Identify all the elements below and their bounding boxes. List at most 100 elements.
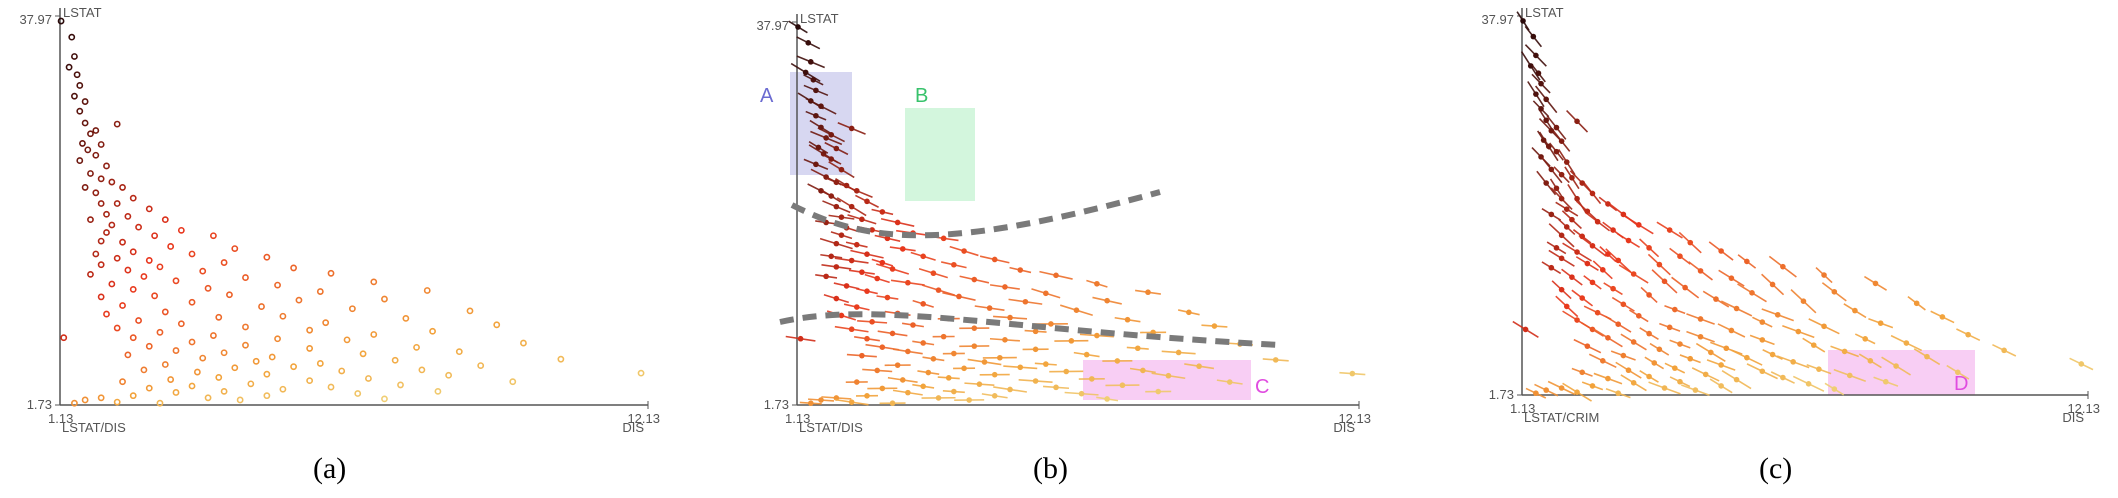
data-point (1094, 332, 1100, 339)
data-point (1605, 375, 1611, 382)
data-point (1569, 216, 1575, 223)
data-point (1063, 368, 1070, 375)
data-point (1656, 261, 1663, 268)
data-point (925, 369, 932, 376)
data-point (1780, 263, 1786, 270)
data-point (920, 301, 926, 307)
data-point (81, 184, 89, 191)
data-point (327, 269, 335, 277)
x-axis-title-right: DIS (2062, 410, 2084, 425)
data-point (1548, 127, 1555, 134)
data-point (348, 305, 356, 313)
data-point (828, 131, 835, 138)
data-point (76, 107, 84, 115)
data-point (129, 285, 137, 293)
data-point (1723, 345, 1730, 352)
data-point (306, 345, 314, 352)
data-point (97, 293, 105, 301)
data-point (290, 264, 297, 272)
data-point (1548, 166, 1555, 173)
data-point (1661, 385, 1668, 391)
data-point (247, 380, 255, 388)
data-point (920, 253, 926, 260)
data-point (87, 270, 94, 278)
data-point (338, 367, 346, 375)
data-point (951, 261, 957, 268)
data-point (92, 127, 100, 134)
data-point (1620, 301, 1627, 308)
data-point (1088, 376, 1095, 382)
data-point (156, 263, 164, 271)
data-point (1749, 290, 1755, 296)
data-point (402, 314, 410, 322)
data-point (1733, 305, 1740, 312)
data-point (156, 328, 164, 336)
data-point (1718, 362, 1724, 368)
data-point (140, 273, 148, 280)
data-point (818, 103, 824, 110)
data-point (97, 394, 105, 402)
dashed-boundary-curve (790, 189, 1161, 239)
data-point (268, 353, 276, 361)
data-point (853, 241, 860, 248)
data-point (864, 288, 870, 294)
data-point (391, 356, 399, 364)
data-point (869, 319, 875, 325)
data-point (365, 375, 372, 382)
data-point (290, 363, 297, 371)
data-point (220, 349, 228, 357)
data-point (413, 343, 420, 351)
data-point (1553, 148, 1560, 155)
data-point (1630, 339, 1637, 345)
data-point (76, 82, 84, 89)
data-point (509, 378, 517, 386)
data-point (797, 335, 804, 342)
data-point (848, 257, 855, 264)
data-point (1522, 326, 1529, 333)
data-point (1682, 284, 1688, 291)
data-point (1574, 317, 1580, 323)
data-point (1533, 52, 1539, 59)
data-point (864, 198, 870, 205)
data-point (1692, 387, 1699, 393)
data-point (1563, 206, 1570, 212)
region-label-c: C (1255, 376, 1269, 398)
data-point (1579, 369, 1586, 376)
data-point (1032, 378, 1039, 384)
data-point (1165, 372, 1172, 379)
data-point (97, 261, 105, 269)
data-point (930, 356, 937, 362)
data-point (1872, 280, 1879, 287)
data-point (1017, 267, 1024, 273)
region-b (905, 108, 975, 201)
data-point (1548, 211, 1555, 218)
data-point (1594, 218, 1601, 225)
data-point (920, 340, 926, 346)
y-min-label: 1.73 (764, 397, 789, 412)
data-point (1553, 245, 1560, 251)
data-point (73, 71, 81, 79)
data-point (188, 298, 196, 306)
data-point (1119, 382, 1126, 389)
data-point (1002, 284, 1008, 290)
data-point (986, 305, 993, 311)
data-point (135, 317, 142, 324)
data-point (1651, 360, 1658, 366)
data-point (79, 140, 86, 147)
data-point (1211, 323, 1218, 329)
data-point (1625, 237, 1632, 244)
data-point (1520, 18, 1526, 24)
data-point (156, 399, 164, 407)
data-point (1821, 272, 1827, 278)
y-min-label: 1.73 (1489, 387, 1514, 402)
region-label-d: D (1954, 373, 1968, 395)
data-point (145, 342, 153, 350)
data-point (1349, 370, 1356, 377)
data-point (1584, 260, 1591, 267)
caption-c: (c) (1759, 452, 1793, 485)
data-point (1636, 222, 1642, 228)
data-point (113, 254, 121, 262)
data-point (1530, 33, 1537, 40)
data-point (1816, 366, 1822, 372)
data-point (1939, 314, 1946, 320)
